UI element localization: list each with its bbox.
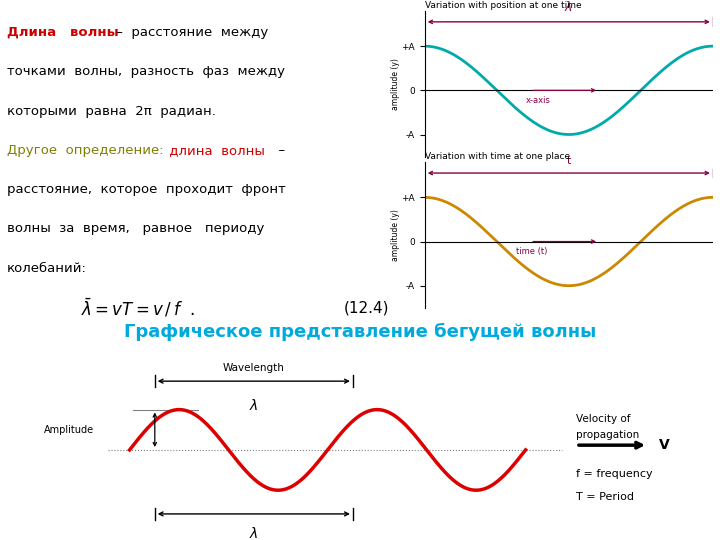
Text: $\lambda$: $\lambda$	[249, 398, 258, 413]
Y-axis label: amplitude (y): amplitude (y)	[391, 209, 400, 261]
Text: T = Period: T = Period	[576, 492, 634, 502]
Text: x-axis: x-axis	[526, 96, 551, 105]
Text: Wavelength: Wavelength	[223, 363, 284, 373]
Text: V: V	[659, 438, 670, 452]
Text: t: t	[567, 156, 571, 166]
Text: которыми  равна  2π  радиан.: которыми равна 2π радиан.	[7, 105, 216, 118]
Text: f = frequency: f = frequency	[576, 469, 652, 478]
Text: колебаний:: колебаний:	[7, 262, 87, 275]
Text: расстояние,  которое  проходит  фронт: расстояние, которое проходит фронт	[7, 183, 286, 196]
Text: Другое  определение:: Другое определение:	[7, 144, 164, 157]
Text: Variation with position at one time: Variation with position at one time	[425, 1, 582, 10]
Text: $\lambda$: $\lambda$	[249, 526, 258, 540]
Text: (12.4): (12.4)	[343, 300, 390, 315]
Text: Amplitude: Amplitude	[43, 424, 94, 435]
Text: длина  волны: длина волны	[165, 144, 265, 157]
Text: time (t): time (t)	[516, 247, 548, 256]
Text: Variation with time at one place: Variation with time at one place	[425, 152, 570, 161]
Text: $\lambda$: $\lambda$	[564, 1, 573, 15]
Text: волны  за  время,   равное   периоду: волны за время, равное периоду	[7, 222, 264, 235]
Text: Velocity of: Velocity of	[576, 414, 631, 424]
Text: –: –	[270, 144, 285, 157]
Text: $\bar{\lambda} = vT = v\,/\,f$  .: $\bar{\lambda} = vT = v\,/\,f$ .	[81, 296, 195, 319]
Text: Графическое представление бегущей волны: Графическое представление бегущей волны	[124, 323, 596, 341]
Text: –  расстояние  между: – расстояние между	[112, 26, 268, 39]
Y-axis label: amplitude (y): amplitude (y)	[391, 58, 400, 110]
Text: Длина   волны: Длина волны	[7, 26, 119, 39]
Text: propagation: propagation	[576, 430, 639, 441]
Text: точками  волны,  разность  фаз  между: точками волны, разность фаз между	[7, 65, 285, 78]
